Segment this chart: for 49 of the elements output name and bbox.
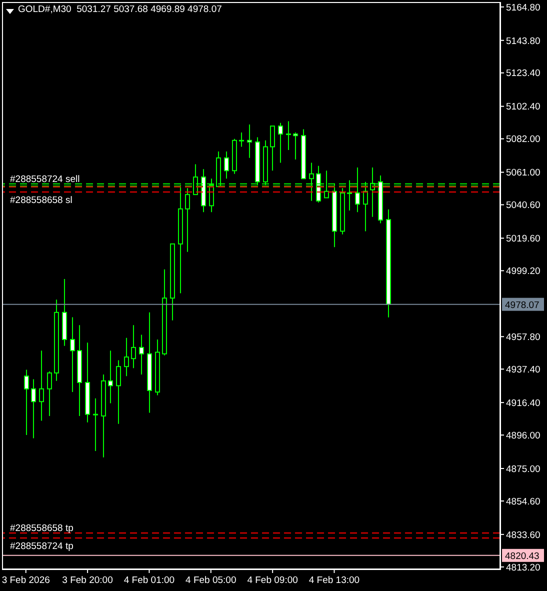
candlestick xyxy=(31,378,36,439)
ref-line-label: #288558724 sell xyxy=(10,174,80,185)
y-tick-label: 5143.80 xyxy=(506,36,540,47)
y-tick-label: 4854.60 xyxy=(506,496,540,508)
candlestick xyxy=(108,350,113,404)
y-tick-label: 5040.60 xyxy=(506,200,540,212)
candlestick xyxy=(224,151,229,180)
candlestick xyxy=(286,120,291,150)
y-tick-label: 5082.00 xyxy=(506,134,540,146)
candlestick xyxy=(93,398,98,452)
y-tick-label: 4813.20 xyxy=(506,562,540,574)
candlestick xyxy=(270,126,275,172)
x-tick-label: 3 Feb 20:00 xyxy=(62,575,113,586)
candlestick xyxy=(116,360,121,424)
y-tick-label: 4875.00 xyxy=(506,464,540,475)
ref-line-label: #288558658 tp xyxy=(10,523,74,534)
y-tick-label: 4833.60 xyxy=(506,530,540,541)
candlestick xyxy=(247,124,252,158)
chart-title: GOLD#,M30 5031.27 5037.68 4969.89 4978.07 xyxy=(18,4,222,16)
candlestick xyxy=(131,324,136,369)
x-tick-label: 4 Feb 01:00 xyxy=(124,575,175,586)
y-tick-label: 4896.00 xyxy=(506,430,540,442)
y-tick-label: 5102.40 xyxy=(506,102,540,113)
candlestick xyxy=(239,132,244,148)
x-tick-label: 4 Feb 09:00 xyxy=(247,575,298,586)
candlestick xyxy=(185,188,190,252)
y-tick-label: 4937.40 xyxy=(506,364,540,376)
candlestick xyxy=(39,350,44,422)
candlestick xyxy=(24,369,29,436)
y-tick-label: 4957.80 xyxy=(506,332,540,343)
y-tick-label: 5061.00 xyxy=(506,168,540,179)
candlestick xyxy=(139,334,144,376)
ref-line-label: 4978.07 xyxy=(505,300,540,311)
x-tick-label: 4 Feb 13:00 xyxy=(308,575,360,586)
ref-line-label: 4820.43 xyxy=(505,550,540,562)
y-tick-label: 5164.80 xyxy=(506,2,540,14)
candlestick xyxy=(47,370,52,416)
y-tick-label: 4916.40 xyxy=(506,398,540,409)
x-tick-label: 4 Feb 05:00 xyxy=(186,575,236,586)
candlestick xyxy=(278,122,283,164)
candlestick xyxy=(124,337,129,377)
x-tick-label: 3 Feb 2026 xyxy=(2,575,50,586)
y-tick-label: 5123.40 xyxy=(506,68,540,80)
candlestick xyxy=(70,316,75,393)
candlestick xyxy=(293,132,298,160)
ref-line-label: #288558658 sl xyxy=(10,195,72,206)
ref-line-label: #288558724 tp xyxy=(10,540,74,552)
y-tick-label: 4999.20 xyxy=(506,266,540,278)
y-tick-label: 5019.60 xyxy=(506,234,540,245)
